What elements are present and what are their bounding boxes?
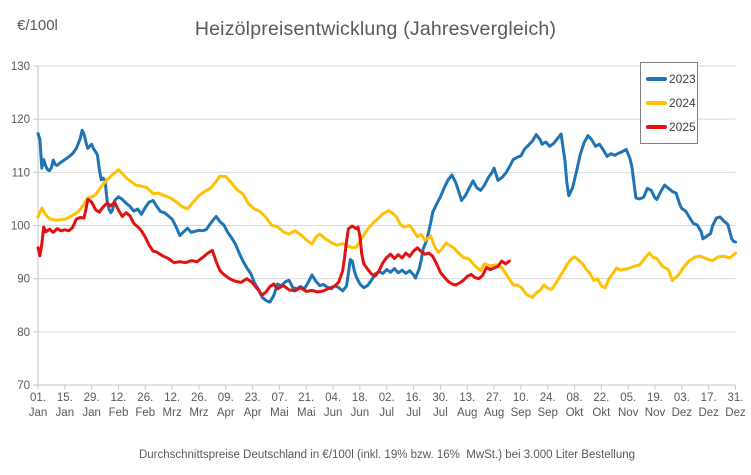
legend-item-2023: 2023: [646, 72, 697, 86]
x-tick-label: 15. Jan: [56, 392, 75, 419]
x-tick-label: 26. Mrz: [189, 392, 208, 419]
x-tick-label: 07. Mai: [270, 392, 289, 419]
x-tick-label: 27. Aug: [484, 392, 504, 419]
x-tick-label: 23. Apr: [244, 392, 262, 419]
x-tick-label: 21. Mai: [297, 392, 316, 419]
x-tick-label: 08. Okt: [566, 392, 585, 419]
y-tick-label: 100: [11, 221, 30, 233]
y-tick-label: 110: [12, 167, 30, 179]
x-tick-label: 09. Apr: [217, 392, 235, 419]
x-tick-label: 22. Okt: [592, 392, 611, 419]
y-axis-unit-label: €/100l: [17, 17, 58, 34]
legend-label-2025: 2025: [669, 120, 696, 134]
series-line-2025: [36, 197, 511, 297]
chart-title: Heizölpreisentwicklung (Jahresvergleich): [194, 18, 557, 40]
x-tick-label: 01. Jan: [29, 392, 48, 419]
legend-swatch-2025: [646, 125, 667, 129]
x-tick-label: 24. Sep: [537, 392, 557, 419]
x-tick-label: 30. Jul: [432, 392, 448, 419]
legend-swatch-2024: [646, 101, 667, 105]
legend-item-2024: 2024: [646, 96, 697, 110]
x-tick-label: 03. Dez: [672, 392, 693, 419]
y-tick-label: 120: [11, 114, 30, 126]
x-tick-label: 13. Aug: [457, 392, 477, 419]
chart-caption: Durchschnittspreise Deutschland in €/100…: [138, 449, 636, 461]
x-tick-label: 29. Jan: [82, 392, 101, 419]
series-line-2023: [36, 128, 737, 304]
x-tick-label: 12. Mrz: [163, 392, 182, 419]
x-tick-label: 02. Jul: [379, 392, 395, 419]
x-tick-label: 26. Feb: [135, 392, 155, 419]
x-tick-label: 19. Nov: [645, 392, 666, 419]
x-tick-label: 18. Jun: [351, 392, 370, 419]
x-tick-label: 05. Nov: [618, 392, 639, 419]
legend-label-2024: 2024: [669, 96, 696, 110]
y-tick-label: 90: [17, 274, 30, 286]
series-line-2024: [36, 168, 737, 299]
y-tick-label: 130: [11, 61, 30, 73]
x-tick-label: 16. Jul: [406, 392, 422, 419]
x-tick-label: 10. Sep: [511, 392, 531, 419]
x-tick-label: 17. Dez: [698, 392, 719, 419]
x-tick-label: 04. Jun: [324, 392, 343, 419]
y-tick-label: 70: [17, 380, 30, 392]
legend-label-2023: 2023: [669, 72, 696, 86]
x-tick-label: 31. Dez: [725, 392, 746, 419]
legend-swatch-2023: [646, 77, 667, 81]
y-tick-label: 80: [17, 327, 30, 339]
legend: 2023 2024 2025: [640, 62, 698, 144]
legend-item-2025: 2025: [646, 120, 697, 134]
x-tick-label: 12. Feb: [109, 392, 129, 419]
